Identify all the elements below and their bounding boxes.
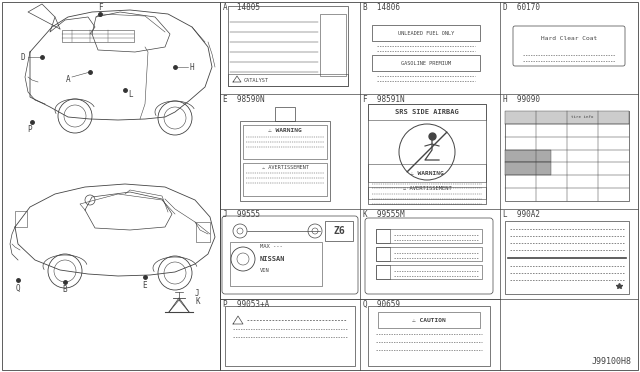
Bar bbox=[240, 121, 330, 201]
Text: J  99555: J 99555 bbox=[223, 210, 260, 219]
Text: L  990A2: L 990A2 bbox=[503, 210, 540, 219]
Text: H: H bbox=[190, 62, 195, 71]
Text: ⚠ WARNING: ⚠ WARNING bbox=[410, 170, 444, 176]
Bar bbox=[376, 265, 390, 279]
Text: K: K bbox=[195, 298, 200, 307]
Text: F: F bbox=[98, 3, 102, 12]
Text: CATALYST: CATALYST bbox=[244, 77, 269, 83]
Text: P: P bbox=[28, 125, 32, 134]
Bar bbox=[243, 163, 327, 196]
Bar bbox=[376, 229, 390, 243]
Text: ⚠ WARNING: ⚠ WARNING bbox=[268, 128, 302, 132]
Bar bbox=[2, 2, 220, 370]
Bar bbox=[376, 247, 390, 261]
Bar bbox=[320, 14, 346, 76]
Text: ⚠ CAUTION: ⚠ CAUTION bbox=[412, 317, 446, 323]
Text: A  14805: A 14805 bbox=[223, 3, 260, 12]
Bar bbox=[505, 111, 629, 201]
Text: UNLEADED FUEL ONLY: UNLEADED FUEL ONLY bbox=[398, 31, 454, 35]
Bar bbox=[225, 306, 355, 366]
Text: D: D bbox=[20, 52, 25, 61]
Text: P  99053+A: P 99053+A bbox=[223, 300, 269, 309]
Text: MAX ---: MAX --- bbox=[260, 244, 283, 248]
Text: Q: Q bbox=[16, 283, 20, 292]
Bar bbox=[505, 150, 552, 163]
Bar bbox=[243, 125, 327, 159]
Text: J99100H8: J99100H8 bbox=[592, 357, 632, 366]
Bar bbox=[505, 111, 629, 124]
Text: Hard Clear Coat: Hard Clear Coat bbox=[541, 35, 597, 41]
Bar bbox=[62, 30, 134, 42]
Text: tire info: tire info bbox=[572, 115, 594, 119]
Text: A: A bbox=[66, 74, 70, 83]
Bar bbox=[275, 107, 295, 121]
Text: E: E bbox=[143, 280, 147, 289]
Bar bbox=[376, 265, 482, 279]
Bar bbox=[378, 312, 480, 328]
Bar bbox=[220, 2, 638, 370]
Text: D  60170: D 60170 bbox=[503, 3, 540, 12]
Text: K  99555M: K 99555M bbox=[363, 210, 404, 219]
Bar bbox=[228, 6, 348, 86]
Text: VIN: VIN bbox=[260, 269, 269, 273]
Text: B  14806: B 14806 bbox=[363, 3, 400, 12]
Bar bbox=[368, 104, 486, 120]
Bar bbox=[372, 55, 480, 71]
Bar bbox=[368, 164, 486, 182]
Text: SRS SIDE AIRBAG: SRS SIDE AIRBAG bbox=[395, 109, 459, 115]
Text: ⚠ AVERTISSEMENT: ⚠ AVERTISSEMENT bbox=[403, 186, 451, 190]
Bar bbox=[228, 74, 348, 86]
Text: GASOLINE PREMIUM: GASOLINE PREMIUM bbox=[401, 61, 451, 65]
Text: Z6: Z6 bbox=[333, 226, 345, 236]
Text: B: B bbox=[63, 285, 67, 295]
Bar bbox=[376, 229, 482, 243]
Text: Q  90659: Q 90659 bbox=[363, 300, 400, 309]
Bar bbox=[505, 163, 552, 175]
Text: J: J bbox=[195, 289, 200, 298]
Text: H  99090: H 99090 bbox=[503, 95, 540, 104]
Bar bbox=[368, 104, 486, 204]
Bar bbox=[372, 25, 480, 41]
Bar bbox=[196, 222, 210, 242]
Text: NISSAN: NISSAN bbox=[260, 256, 285, 262]
Text: L: L bbox=[128, 90, 132, 99]
Bar bbox=[368, 306, 490, 366]
Text: F  98591N: F 98591N bbox=[363, 95, 404, 104]
Bar bbox=[505, 221, 629, 294]
Bar bbox=[376, 247, 482, 261]
Bar bbox=[325, 221, 353, 241]
Bar bbox=[15, 211, 27, 227]
Bar bbox=[230, 242, 322, 286]
Bar bbox=[368, 187, 486, 199]
Text: ⚠ AVERTISSEMENT: ⚠ AVERTISSEMENT bbox=[262, 164, 308, 170]
Text: E  98590N: E 98590N bbox=[223, 95, 264, 104]
